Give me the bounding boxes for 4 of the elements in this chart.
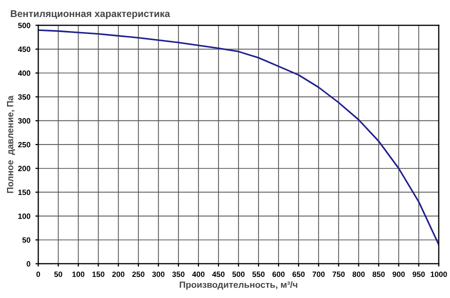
chart-title: Вентиляционная характеристика	[10, 10, 170, 20]
x-axis-title: Производительность, м³/ч	[180, 281, 298, 290]
y-axis-title: Полное давление, Па	[7, 96, 16, 193]
line-series	[38, 29, 439, 246]
